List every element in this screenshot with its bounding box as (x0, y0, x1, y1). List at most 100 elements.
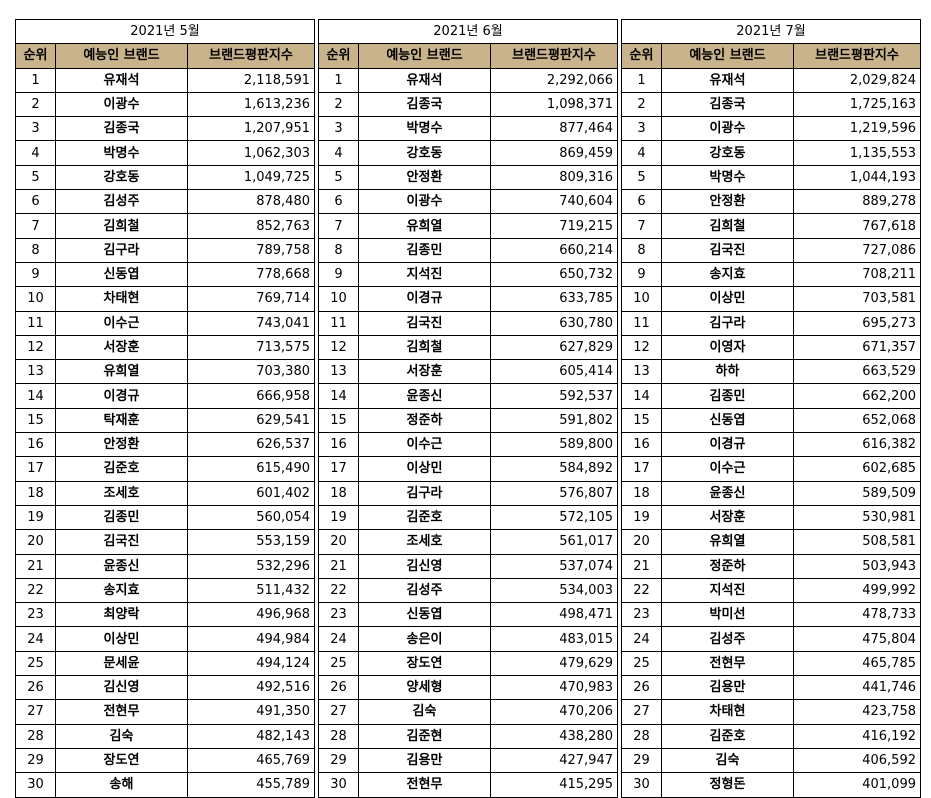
score-cell: 2,118,591 (187, 67, 315, 93)
table-row: 15 신동엽 652,068 (621, 407, 921, 434)
table-row: 27 김숙 470,206 (318, 699, 618, 725)
score-cell: 767,618 (793, 213, 921, 239)
brand-name-cell: 김국진 (661, 237, 794, 263)
rank-cell: 5 (15, 164, 56, 191)
rank-cell: 25 (15, 650, 56, 677)
score-cell: 629,541 (187, 407, 315, 434)
brand-name-cell: 강호동 (661, 140, 794, 166)
brand-name-cell: 신동엽 (358, 602, 491, 628)
rank-cell: 4 (621, 140, 662, 166)
table-row: 24 이상민 494,984 (15, 626, 315, 652)
score-cell: 671,357 (793, 334, 921, 361)
brand-header: 예능인 브랜드 (661, 43, 794, 69)
score-cell: 626,537 (187, 432, 315, 458)
rank-cell: 5 (621, 164, 662, 191)
rank-cell: 27 (621, 699, 662, 725)
rank-cell: 7 (318, 213, 359, 239)
rank-cell: 5 (318, 164, 359, 191)
score-header: 브랜드평판지수 (490, 43, 618, 69)
score-cell: 605,414 (490, 359, 618, 385)
table-row: 4 강호동 869,459 (318, 140, 618, 166)
column-header-row: 순위 예능인 브랜드 브랜드평판지수 (318, 43, 618, 69)
rank-cell: 16 (15, 432, 56, 458)
score-cell: 465,769 (187, 747, 315, 774)
brand-name-cell: 김희철 (661, 213, 794, 239)
brand-name-cell: 차태현 (55, 286, 188, 312)
brand-name-cell: 이수근 (55, 310, 188, 336)
rank-cell: 22 (15, 577, 56, 604)
rank-cell: 26 (318, 675, 359, 701)
brand-name-cell: 차태현 (661, 699, 794, 725)
brand-name-cell: 박미선 (661, 602, 794, 628)
brand-name-cell: 이광수 (55, 91, 188, 118)
table-row: 27 전현무 491,350 (15, 699, 315, 725)
table-row: 9 송지효 708,211 (621, 261, 921, 288)
brand-name-cell: 박명수 (55, 140, 188, 166)
brand-name-cell: 김준호 (358, 504, 491, 531)
rank-cell: 17 (15, 456, 56, 482)
score-cell: 1,725,163 (793, 91, 921, 118)
brand-name-cell: 김성주 (55, 189, 188, 215)
rank-cell: 20 (318, 529, 359, 555)
rank-cell: 6 (621, 189, 662, 215)
brand-name-cell: 이경규 (661, 432, 794, 458)
score-cell: 877,464 (490, 116, 618, 142)
brand-name-cell: 이경규 (55, 383, 188, 409)
rank-cell: 12 (318, 334, 359, 361)
brand-name-cell: 송지효 (55, 577, 188, 604)
rank-cell: 11 (318, 310, 359, 336)
table-row: 15 정준하 591,802 (318, 407, 618, 434)
rank-cell: 21 (621, 553, 662, 579)
brand-name-cell: 김종국 (661, 91, 794, 118)
brand-name-cell: 김종민 (55, 504, 188, 531)
table-row: 26 김용만 441,746 (621, 675, 921, 701)
brand-header: 예능인 브랜드 (358, 43, 491, 69)
score-cell: 532,296 (187, 553, 315, 579)
score-cell: 633,785 (490, 286, 618, 312)
brand-name-cell: 전현무 (55, 699, 188, 725)
month-table: 2021년 6월 순위 예능인 브랜드 브랜드평판지수 1 유재석 2,292,066 2 김종… (318, 18, 618, 798)
rank-cell: 21 (318, 553, 359, 579)
table-row: 19 김종민 560,054 (15, 504, 315, 531)
rank-cell: 8 (15, 237, 56, 263)
rank-cell: 18 (15, 480, 56, 506)
rank-cell: 13 (318, 359, 359, 385)
brand-name-cell: 김준호 (55, 456, 188, 482)
brand-name-cell: 정준하 (358, 407, 491, 434)
table-row: 20 조세호 561,017 (318, 529, 618, 555)
table-row: 2 김종국 1,725,163 (621, 91, 921, 118)
brand-name-cell: 김숙 (358, 699, 491, 725)
table-row: 6 이광수 740,604 (318, 189, 618, 215)
brand-name-cell: 최양락 (55, 602, 188, 628)
table-row: 2 김종국 1,098,371 (318, 91, 618, 118)
table-row: 23 최양락 496,968 (15, 602, 315, 628)
brand-name-cell: 윤종신 (661, 480, 794, 506)
brand-name-cell: 이경규 (358, 286, 491, 312)
brand-name-cell: 안정환 (55, 432, 188, 458)
score-cell: 778,668 (187, 261, 315, 288)
brand-name-cell: 김신영 (358, 553, 491, 579)
score-cell: 496,968 (187, 602, 315, 628)
rank-cell: 2 (621, 91, 662, 118)
score-cell: 1,098,371 (490, 91, 618, 118)
rank-cell: 22 (621, 577, 662, 604)
score-cell: 589,509 (793, 480, 921, 506)
table-row: 22 김성주 534,003 (318, 577, 618, 604)
table-row: 8 김구라 789,758 (15, 237, 315, 263)
table-row: 1 유재석 2,029,824 (621, 67, 921, 93)
score-cell: 560,054 (187, 504, 315, 531)
score-cell: 660,214 (490, 237, 618, 263)
table-row: 29 장도연 465,769 (15, 747, 315, 774)
rank-cell: 3 (318, 116, 359, 142)
table-row: 29 김용만 427,947 (318, 747, 618, 774)
brand-name-cell: 이수근 (358, 432, 491, 458)
score-cell: 719,215 (490, 213, 618, 239)
brand-name-cell: 이광수 (358, 189, 491, 215)
table-row: 7 김희철 767,618 (621, 213, 921, 239)
brand-name-cell: 윤종신 (55, 553, 188, 579)
table-row: 14 이경규 666,958 (15, 383, 315, 409)
table-row: 16 안정환 626,537 (15, 432, 315, 458)
column-header-row: 순위 예능인 브랜드 브랜드평판지수 (15, 43, 315, 69)
table-row: 6 안정환 889,278 (621, 189, 921, 215)
score-cell: 438,280 (490, 723, 618, 749)
